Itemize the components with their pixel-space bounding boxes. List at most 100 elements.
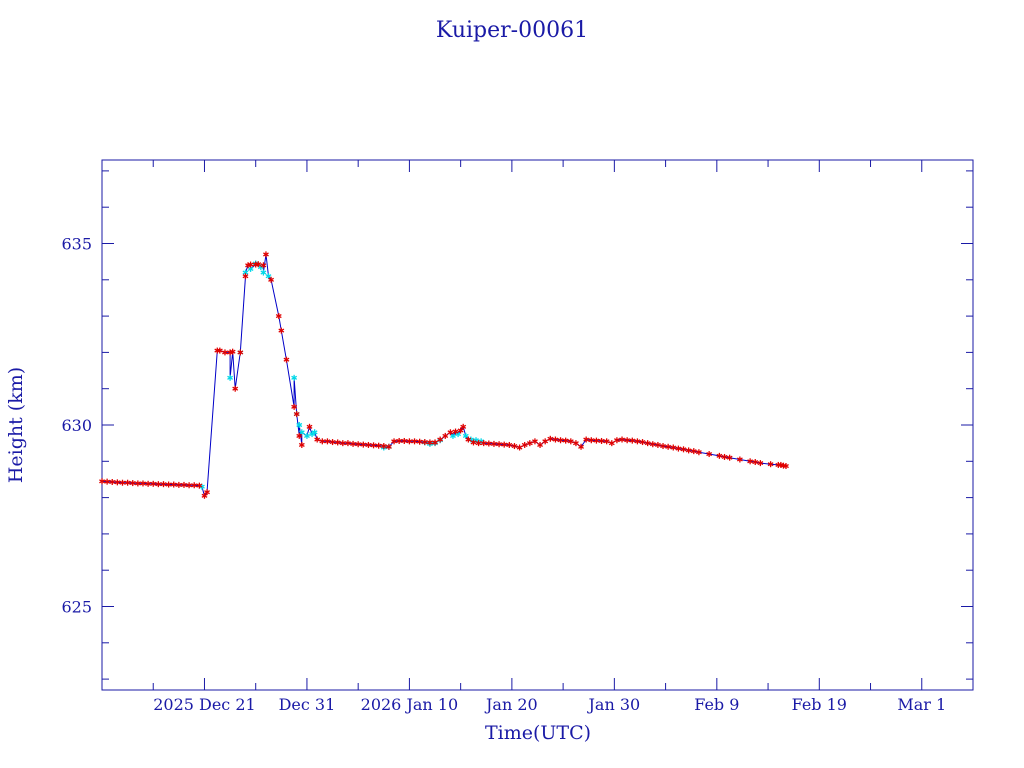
data-point [670, 444, 677, 451]
y-axis: 625 630 635 [61, 170, 973, 680]
data-point-secondary [291, 374, 298, 381]
data-point [196, 482, 203, 489]
data-point [232, 385, 239, 392]
series-layer [99, 251, 789, 499]
data-point [465, 436, 472, 443]
data-point [680, 446, 687, 453]
data-point [145, 480, 152, 487]
data-point [216, 347, 223, 354]
x-tick-label: Feb 9 [694, 695, 739, 714]
data-point [306, 423, 313, 430]
data-point [629, 437, 636, 444]
data-point [432, 439, 438, 446]
data-point [375, 442, 382, 449]
data-point [160, 481, 167, 488]
y-axis-label: Height (km) [5, 367, 27, 483]
x-tick-label: 2026 Jan 10 [361, 695, 459, 714]
data-point [124, 479, 131, 486]
data-point [165, 481, 172, 488]
data-point [170, 481, 177, 488]
data-point [747, 458, 754, 465]
data-point [716, 452, 723, 459]
data-point [314, 436, 321, 443]
data-point [99, 478, 105, 485]
data-point [603, 438, 610, 445]
data-point [350, 440, 356, 447]
data-point [283, 356, 290, 363]
data-point [660, 443, 666, 450]
data-point-secondary [304, 432, 310, 439]
data-point [695, 449, 702, 456]
data-point [649, 441, 656, 448]
data-point [608, 440, 615, 447]
y-tick-label: 635 [61, 234, 92, 253]
data-point [181, 481, 187, 488]
data-point [296, 432, 303, 439]
data-point [593, 437, 600, 444]
data-point-secondary [265, 273, 272, 280]
data-point [588, 437, 595, 444]
chart-title: Kuiper-00061 [436, 18, 588, 43]
data-point [557, 437, 564, 444]
data-point [452, 428, 459, 435]
data-point [222, 349, 228, 356]
data-point [150, 480, 157, 487]
data-point [757, 460, 764, 467]
data-point [475, 440, 482, 447]
data-point [496, 441, 502, 448]
data-point [491, 440, 497, 447]
data-point [532, 438, 538, 445]
x-tick-label: 2025 Dec 21 [153, 695, 256, 714]
data-point [480, 440, 487, 447]
data-point [237, 349, 244, 356]
x-tick-label: Mar 1 [897, 695, 946, 714]
data-point [457, 427, 464, 434]
data-point [406, 438, 413, 445]
x-tick-label: Jan 30 [587, 695, 641, 714]
data-point [360, 441, 367, 448]
data-point [391, 438, 397, 445]
x-axis-label: Time(UTC) [485, 722, 591, 744]
data-point [562, 437, 569, 444]
data-point [644, 440, 651, 447]
data-point [255, 261, 262, 268]
data-point [426, 439, 433, 446]
data-point [263, 251, 269, 258]
data-point [675, 445, 682, 452]
data-point [416, 438, 423, 445]
data-point [706, 451, 713, 458]
data-point [104, 478, 111, 485]
data-point [140, 480, 146, 487]
data-point [421, 439, 428, 446]
data-point [437, 436, 444, 443]
data-point [578, 443, 584, 450]
data-point [736, 456, 743, 463]
data-point [291, 403, 298, 410]
data-point [268, 276, 274, 283]
data-point [721, 453, 728, 460]
data-point [319, 438, 326, 445]
data-point [242, 273, 249, 280]
data-point [260, 262, 267, 269]
data-point [204, 489, 210, 496]
data-point [767, 461, 774, 468]
data-point [598, 437, 605, 444]
data-point [552, 436, 559, 443]
data-point-secondary [462, 432, 469, 439]
data-point [726, 454, 733, 461]
data-point [293, 411, 300, 418]
data-point-secondary [227, 374, 234, 381]
data-point [624, 437, 631, 444]
data-point [573, 440, 579, 447]
data-point [567, 438, 574, 445]
data-point [278, 327, 285, 334]
data-point [752, 459, 759, 466]
data-point [654, 441, 661, 448]
data-point [516, 444, 523, 451]
data-point [339, 440, 346, 447]
data-point [665, 443, 672, 450]
data-point [506, 441, 513, 448]
data-point [485, 440, 492, 447]
data-point-secondary [450, 432, 456, 439]
